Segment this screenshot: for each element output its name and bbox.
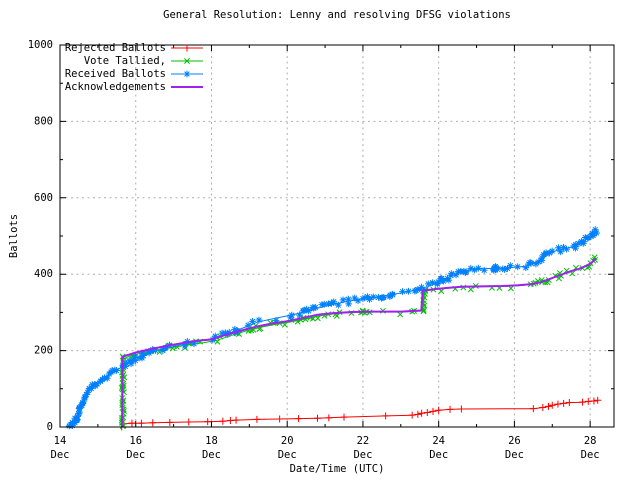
series-rejected-ballots [118, 396, 602, 431]
legend-marker [183, 70, 191, 78]
legend-sample-received-ballots [171, 70, 203, 78]
x-axis-tick-labels: 14 Dec 16 Dec 18 Dec 20 Dec 22 Dec 24 Dec 26 Dec 28 Dec [51, 435, 600, 461]
x-tick-month: Dec [429, 449, 448, 461]
series-acknowledgements [121, 257, 597, 428]
legend-sample-vote-tallied [171, 58, 203, 64]
x-tick-day: 26 [508, 435, 521, 447]
y-tick-label: 600 [34, 192, 53, 204]
series-line [121, 399, 598, 428]
plot-frame [59, 44, 615, 428]
grid-layer [60, 44, 614, 427]
y-tick-label: 200 [34, 345, 53, 357]
series-markers [65, 226, 600, 430]
series-line [121, 257, 597, 428]
x-axis-label: Date/Time (UTC) [290, 463, 385, 475]
x-tick-day: 14 [54, 435, 67, 447]
series-layer [65, 226, 602, 431]
legend-marker [183, 44, 191, 52]
x-tick-day: 20 [281, 435, 294, 447]
x-tick-month: Dec [126, 449, 145, 461]
x-tick-month: Dec [51, 449, 70, 461]
y-tick-label: 1000 [28, 39, 53, 51]
chart-title: General Resolution: Lenny and resolving … [163, 9, 511, 21]
x-tick-day: 18 [205, 435, 218, 447]
x-tick-month: Dec [202, 449, 221, 461]
x-tick-day: 24 [432, 435, 445, 447]
legend-label-rejected-ballots: Rejected Ballots [65, 42, 166, 54]
y-tick-label: 400 [34, 268, 53, 280]
legend-label-acknowledgements: Acknowledgements [65, 81, 166, 93]
x-tick-month: Dec [581, 449, 600, 461]
legend-sample-rejected-ballots [171, 44, 203, 52]
legend-label-vote-tallied: Vote Tallied, [84, 55, 166, 67]
y-tick-label: 0 [47, 421, 53, 433]
x-tick-day: 16 [129, 435, 142, 447]
x-tick-month: Dec [278, 449, 297, 461]
y-tick-label: 800 [34, 115, 53, 127]
axis-ticks [59, 44, 614, 428]
legend: Rejected Ballots Vote Tallied, Received … [65, 42, 166, 93]
x-tick-month: Dec [353, 449, 372, 461]
y-axis-label: Ballots [8, 214, 20, 258]
series-line [69, 230, 598, 427]
plot-border [59, 44, 615, 428]
x-tick-month: Dec [505, 449, 524, 461]
series-markers [118, 396, 602, 431]
y-axis-tick-labels: 0 200 400 600 800 1000 [28, 39, 53, 433]
series-received-ballots [65, 226, 600, 430]
x-tick-day: 28 [584, 435, 597, 447]
x-tick-day: 22 [357, 435, 370, 447]
legend-marker [184, 58, 190, 64]
legend-label-received-ballots: Received Ballots [65, 68, 166, 80]
legend-samples [171, 44, 203, 88]
